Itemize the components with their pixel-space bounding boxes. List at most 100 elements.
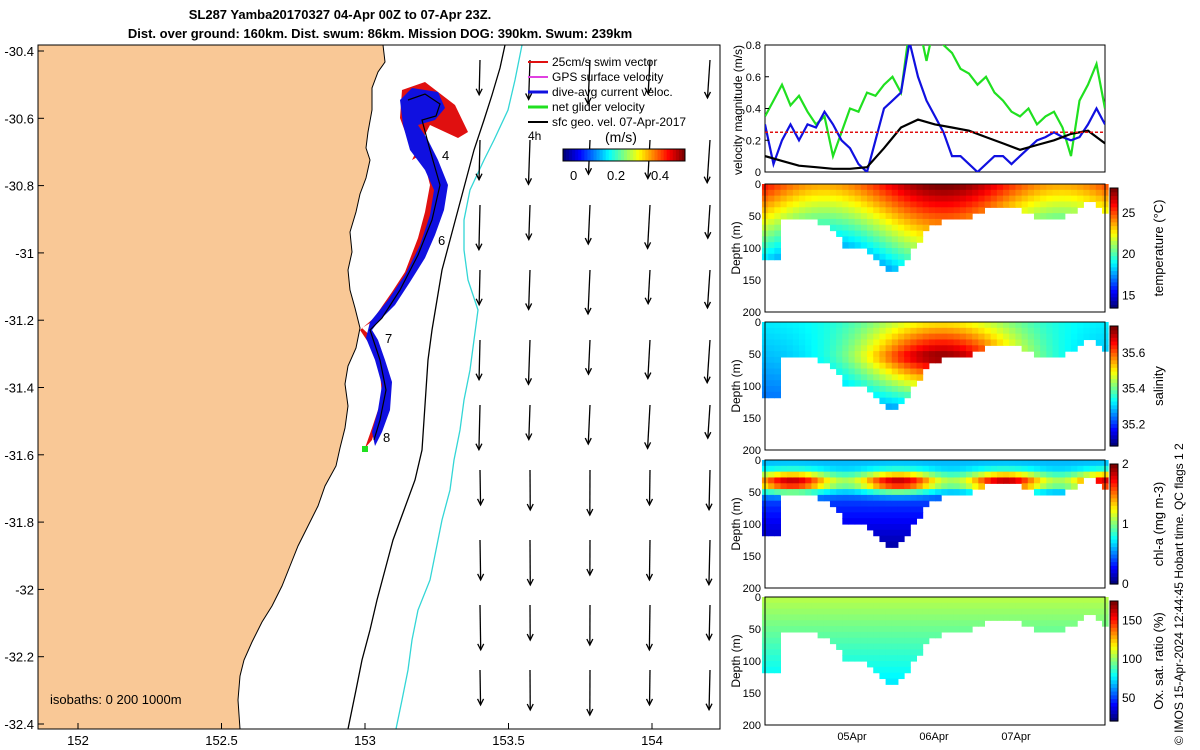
- section-cell: [885, 230, 893, 237]
- section-cell: [1027, 477, 1035, 484]
- section-cell: [922, 614, 930, 621]
- section-cell: [935, 489, 942, 496]
- section-cell: [1052, 195, 1060, 203]
- section-cell: [836, 460, 843, 467]
- speed-colorbar-cell: [633, 149, 637, 161]
- section-cell: [922, 489, 930, 496]
- section-cell: [823, 351, 831, 358]
- speed-colorbar-cell: [645, 149, 649, 161]
- section-cell: [910, 494, 917, 502]
- section-colorbar-cell: [1110, 497, 1118, 503]
- section-cell: [965, 465, 973, 473]
- section-cell: [978, 189, 985, 197]
- section-cell: [885, 213, 893, 220]
- section-cell: [897, 339, 905, 346]
- section-cell: [1040, 189, 1047, 197]
- section-cell: [947, 608, 955, 616]
- section-cell: [947, 602, 955, 610]
- section-colorbar-cell: [1110, 341, 1118, 346]
- geo-arrow: [528, 204, 531, 240]
- section-cell: [891, 322, 899, 329]
- section-colorbar-cell: [1110, 386, 1118, 391]
- section-cell: [1046, 333, 1053, 341]
- section-cell: [891, 631, 899, 639]
- section-cell: [1095, 184, 1103, 191]
- section-cell: [941, 465, 948, 473]
- section-cell: [910, 489, 917, 496]
- section-cell: [1064, 195, 1072, 203]
- section-cell: [916, 649, 924, 656]
- section-cell: [891, 351, 899, 358]
- section-cell: [891, 248, 899, 255]
- section-cell: [774, 368, 781, 375]
- section-cell: [829, 471, 837, 479]
- section-cell: [854, 597, 862, 604]
- section-cell: [910, 327, 917, 335]
- section-cell: [1095, 189, 1103, 197]
- section-cell: [984, 602, 992, 610]
- section-cell: [984, 608, 992, 616]
- section-cell: [972, 333, 979, 341]
- section-cell: [854, 218, 862, 226]
- section-cell: [768, 614, 775, 621]
- section-cell: [928, 626, 936, 633]
- section-cell: [879, 643, 887, 650]
- speed-colorbar-cell: [624, 149, 628, 161]
- section-cell: [774, 524, 781, 531]
- section-cell: [904, 637, 911, 645]
- section-cell: [1058, 213, 1066, 220]
- section-cell: [928, 614, 936, 621]
- section-cell: [873, 518, 880, 525]
- section-ytick-label: 100: [743, 381, 761, 393]
- section-cell: [965, 471, 973, 479]
- section-cell: [996, 477, 1004, 484]
- section-cell: [879, 494, 887, 502]
- section-cell: [780, 460, 788, 467]
- section-cell: [768, 322, 775, 329]
- section-cell: [823, 597, 831, 604]
- section-cell: [1089, 460, 1097, 467]
- section-cell: [1058, 614, 1066, 621]
- section-cell: [1040, 351, 1047, 358]
- section-cell: [965, 351, 973, 358]
- section-cell: [1052, 345, 1060, 352]
- speed-colorbar-cell: [651, 149, 655, 161]
- section-cell: [792, 189, 800, 197]
- section-cell: [823, 356, 831, 364]
- section-cell: [1064, 460, 1072, 467]
- section-cell: [1040, 471, 1047, 479]
- section-cell: [928, 322, 936, 329]
- section-cell: [854, 614, 862, 621]
- section-cell: [873, 189, 880, 197]
- geo-arrow: [479, 669, 482, 705]
- section-cell: [885, 386, 893, 393]
- section-cell: [897, 597, 905, 604]
- section-cell: [891, 512, 899, 519]
- section-cell: [854, 512, 862, 519]
- section-colorbar-tick: 1: [1122, 517, 1129, 531]
- section-cell: [780, 345, 788, 352]
- speed-colorbar-cell: [672, 149, 677, 161]
- section-cell: [904, 242, 911, 249]
- section-cell: [1064, 327, 1072, 335]
- section-cell: [904, 477, 911, 484]
- section-cell: [842, 608, 849, 616]
- section-cell: [904, 362, 911, 370]
- section-cell: [867, 368, 874, 375]
- section-cell: [848, 655, 856, 662]
- section-colorbar-cell: [1110, 263, 1118, 268]
- section-cell: [1052, 614, 1060, 621]
- section-cell: [978, 327, 985, 335]
- section-cell: [891, 678, 899, 685]
- section-cell: [1040, 339, 1047, 346]
- section-cell: [922, 631, 930, 639]
- section-cell: [805, 327, 812, 335]
- section-cell: [873, 230, 880, 237]
- section-cell: [786, 345, 794, 352]
- section-cell: [1089, 195, 1097, 203]
- section-cell: [811, 597, 819, 604]
- section-cell: [786, 597, 794, 604]
- section-cell: [848, 643, 856, 650]
- geo-arrow-head: [584, 367, 593, 376]
- section-cell: [947, 345, 955, 352]
